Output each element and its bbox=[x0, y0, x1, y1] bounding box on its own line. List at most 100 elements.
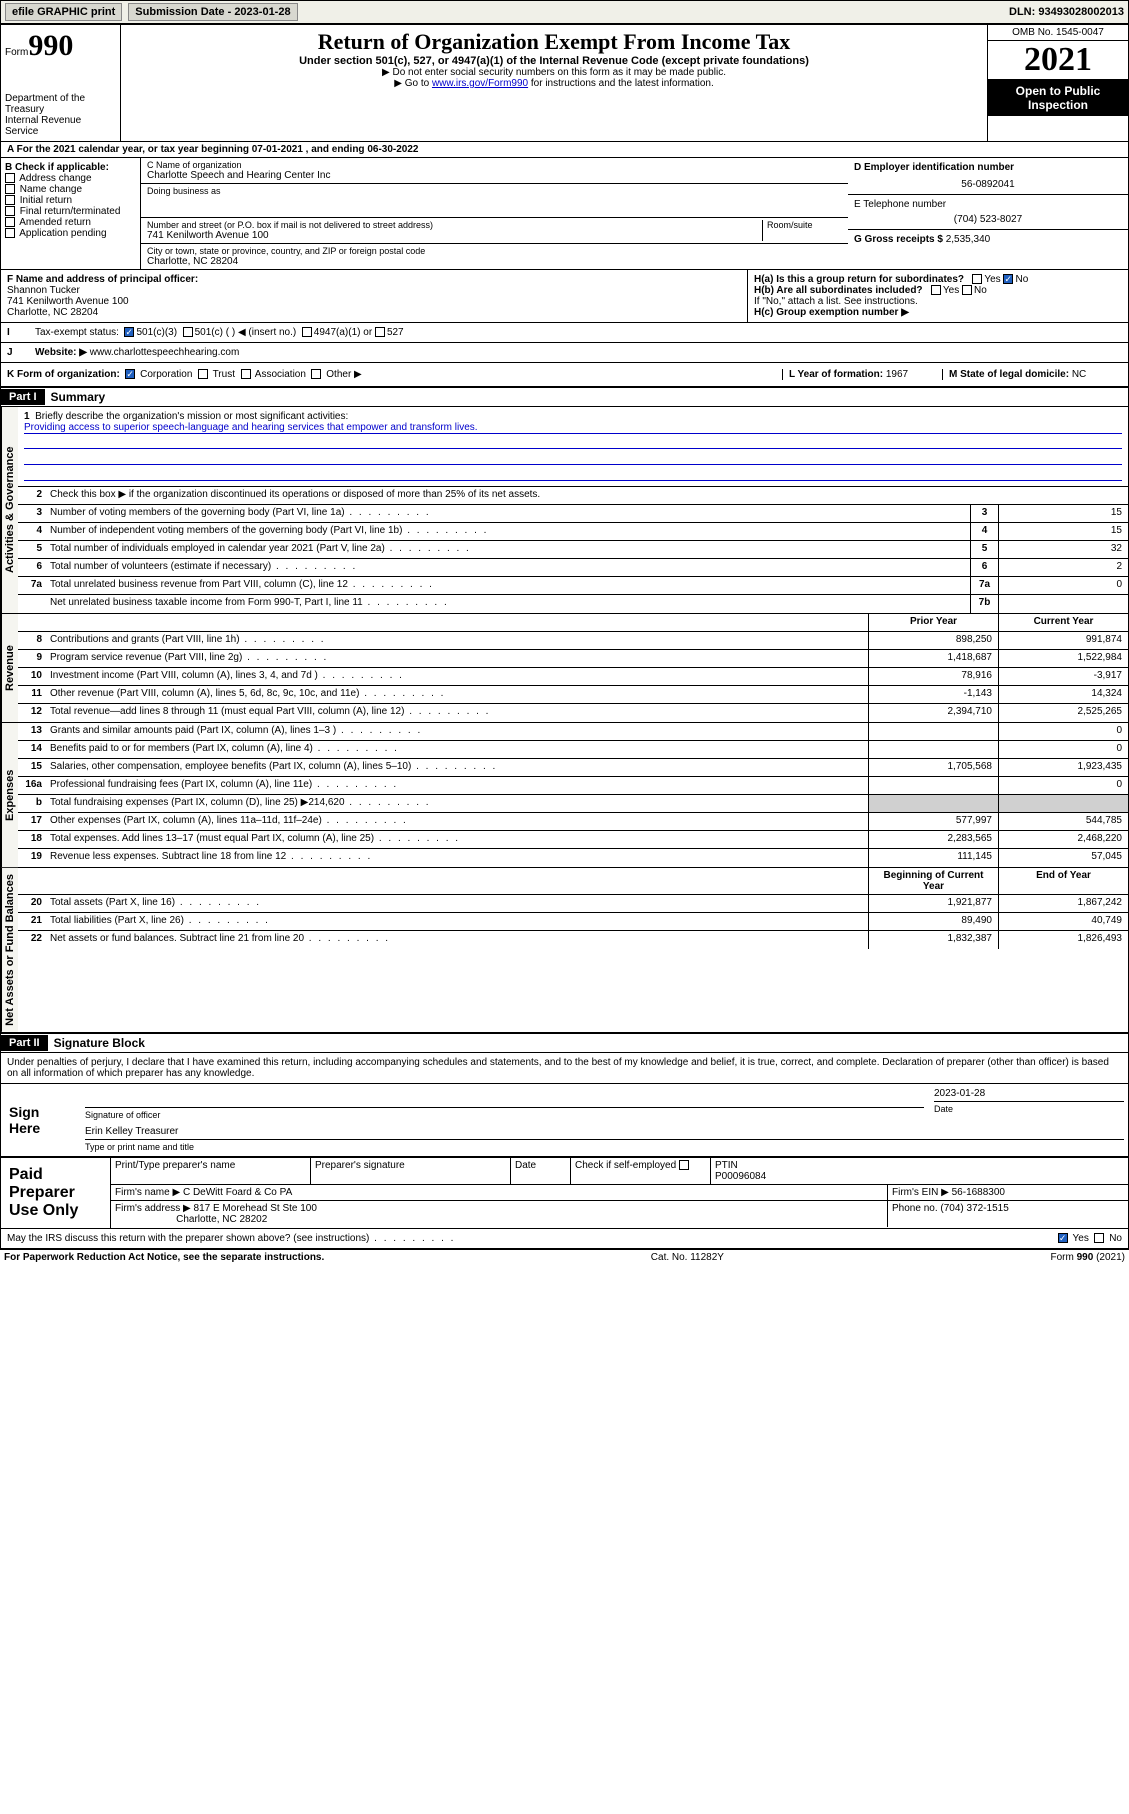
dln-label: DLN: 93493028002013 bbox=[1009, 6, 1124, 18]
hb-yes: Yes bbox=[943, 285, 959, 296]
firm-addr: 817 E Morehead St Ste 100 bbox=[194, 1203, 317, 1214]
open-public-badge: Open to Public Inspection bbox=[988, 80, 1128, 116]
cb-trust[interactable] bbox=[198, 369, 208, 379]
cb-other[interactable] bbox=[311, 369, 321, 379]
checkbox-name-change[interactable] bbox=[5, 184, 15, 194]
cb-501c3[interactable] bbox=[124, 327, 134, 337]
vtab-expenses: Expenses bbox=[1, 723, 18, 867]
part1-header: Part I bbox=[1, 389, 45, 405]
hc-label: H(c) Group exemption number ▶ bbox=[754, 307, 909, 318]
summary-row: Net unrelated business taxable income fr… bbox=[18, 595, 1128, 613]
part2-header: Part II bbox=[1, 1035, 48, 1051]
cb-501c[interactable] bbox=[183, 327, 193, 337]
vtab-revenue: Revenue bbox=[1, 614, 18, 722]
summary-net-assets: Net Assets or Fund Balances Beginning of… bbox=[0, 868, 1129, 1033]
form-title: Return of Organization Exempt From Incom… bbox=[129, 29, 979, 55]
sig-date-label: Date bbox=[934, 1104, 1124, 1114]
opt-corp: Corporation bbox=[140, 369, 192, 380]
form-instr-2: ▶ Go to www.irs.gov/Form990 for instruct… bbox=[129, 78, 979, 89]
summary-row: bTotal fundraising expenses (Part IX, co… bbox=[18, 795, 1128, 813]
dept-label: Department of the Treasury bbox=[5, 93, 116, 115]
officer-addr1: 741 Kenilworth Avenue 100 bbox=[7, 296, 741, 307]
gross-label: G Gross receipts $ bbox=[854, 234, 943, 245]
penalty-text: Under penalties of perjury, I declare th… bbox=[0, 1053, 1129, 1083]
ha-yes: Yes bbox=[984, 274, 1000, 285]
opt-final-return: Final return/terminated bbox=[20, 206, 121, 217]
cb-4947[interactable] bbox=[302, 327, 312, 337]
block-f: F Name and address of principal officer:… bbox=[1, 270, 748, 322]
org-city: Charlotte, NC 28204 bbox=[147, 256, 842, 267]
form-number: 990 bbox=[28, 29, 73, 62]
officer-name-title: Erin Kelley Treasurer bbox=[85, 1126, 1124, 1137]
domicile-value: NC bbox=[1072, 369, 1086, 380]
paid-preparer-label: Paid Preparer Use Only bbox=[1, 1158, 111, 1228]
vtab-governance: Activities & Governance bbox=[1, 407, 18, 613]
phone-value: (704) 523-8027 bbox=[854, 210, 1122, 225]
summary-row: 5Total number of individuals employed in… bbox=[18, 541, 1128, 559]
vtab-net-assets: Net Assets or Fund Balances bbox=[1, 868, 18, 1032]
phone-label: E Telephone number bbox=[854, 199, 1122, 210]
form990-link[interactable]: www.irs.gov/Form990 bbox=[432, 78, 528, 89]
mission-blank-3 bbox=[24, 467, 1122, 481]
firm-city: Charlotte, NC 28202 bbox=[176, 1214, 267, 1225]
gross-value: 2,535,340 bbox=[946, 234, 991, 245]
irs-label: Internal Revenue Service bbox=[5, 115, 116, 137]
cb-527[interactable] bbox=[375, 327, 385, 337]
checkbox-app-pending[interactable] bbox=[5, 228, 15, 238]
summary-row: 17Other expenses (Part IX, column (A), l… bbox=[18, 813, 1128, 831]
ha-label: H(a) Is this a group return for subordin… bbox=[754, 274, 964, 285]
mission-label: Briefly describe the organization's miss… bbox=[35, 411, 348, 422]
opt-501c: 501(c) ( ) ◀ (insert no.) bbox=[195, 327, 297, 338]
opt-527: 527 bbox=[387, 327, 404, 338]
discuss-row: May the IRS discuss this return with the… bbox=[0, 1229, 1129, 1249]
ha-no-checkbox[interactable] bbox=[1003, 274, 1013, 284]
discuss-no-checkbox[interactable] bbox=[1094, 1233, 1104, 1243]
opt-assoc: Association bbox=[255, 369, 306, 380]
city-label: City or town, state or province, country… bbox=[147, 246, 842, 256]
officer-name: Shannon Tucker bbox=[7, 285, 741, 296]
end-year-header: End of Year bbox=[998, 868, 1128, 894]
hb-yes-checkbox[interactable] bbox=[931, 285, 941, 295]
hb-no-checkbox[interactable] bbox=[962, 285, 972, 295]
summary-row: 19Revenue less expenses. Subtract line 1… bbox=[18, 849, 1128, 867]
officer-label: F Name and address of principal officer: bbox=[7, 274, 198, 285]
ha-yes-checkbox[interactable] bbox=[972, 274, 982, 284]
checkbox-address-change[interactable] bbox=[5, 173, 15, 183]
opt-initial-return: Initial return bbox=[20, 195, 72, 206]
ptin-value: P00096084 bbox=[715, 1171, 766, 1182]
hb-note: If "No," attach a list. See instructions… bbox=[754, 296, 1122, 307]
self-employed-label: Check if self-employed bbox=[575, 1160, 676, 1171]
checkbox-final-return[interactable] bbox=[5, 206, 15, 216]
paperwork-notice: For Paperwork Reduction Act Notice, see … bbox=[4, 1252, 324, 1263]
summary-row: 12Total revenue—add lines 8 through 11 (… bbox=[18, 704, 1128, 722]
opt-address-change: Address change bbox=[19, 173, 91, 184]
cb-assoc[interactable] bbox=[241, 369, 251, 379]
prep-phone: (704) 372-1515 bbox=[940, 1203, 1008, 1214]
line2-label: Check this box ▶ if the organization dis… bbox=[46, 487, 1128, 504]
cat-no: Cat. No. 11282Y bbox=[651, 1252, 724, 1263]
website-value: www.charlottespeechhearing.com bbox=[90, 347, 240, 358]
checkbox-amended-return[interactable] bbox=[5, 217, 15, 227]
opt-trust: Trust bbox=[213, 369, 235, 380]
form-label: Form bbox=[5, 47, 28, 58]
submission-date-button[interactable]: Submission Date - 2023-01-28 bbox=[128, 3, 297, 21]
summary-row: 22Net assets or fund balances. Subtract … bbox=[18, 931, 1128, 949]
dba-label: Doing business as bbox=[147, 186, 842, 196]
checkbox-initial-return[interactable] bbox=[5, 195, 15, 205]
current-year-header: Current Year bbox=[998, 614, 1128, 631]
efile-print-button[interactable]: efile GRAPHIC print bbox=[5, 3, 122, 21]
discuss-yes-checkbox[interactable] bbox=[1058, 1233, 1068, 1243]
form-instr-1: ▶ Do not enter social security numbers o… bbox=[129, 67, 979, 78]
summary-row: 6Total number of volunteers (estimate if… bbox=[18, 559, 1128, 577]
print-name-label: Print/Type preparer's name bbox=[111, 1158, 311, 1184]
cb-self-employed[interactable] bbox=[679, 1160, 689, 1170]
blocks-fh: F Name and address of principal officer:… bbox=[0, 270, 1129, 323]
block-b-label: B Check if applicable: bbox=[5, 162, 109, 173]
cb-corp[interactable] bbox=[125, 369, 135, 379]
form-title-cell: Return of Organization Exempt From Incom… bbox=[121, 25, 988, 141]
form-id-cell: Form990 Department of the Treasury Inter… bbox=[1, 25, 121, 141]
prep-sig-label: Preparer's signature bbox=[311, 1158, 511, 1184]
block-b: B Check if applicable: Address change Na… bbox=[1, 158, 141, 269]
summary-row: 11Other revenue (Part VIII, column (A), … bbox=[18, 686, 1128, 704]
summary-row: 4Number of independent voting members of… bbox=[18, 523, 1128, 541]
